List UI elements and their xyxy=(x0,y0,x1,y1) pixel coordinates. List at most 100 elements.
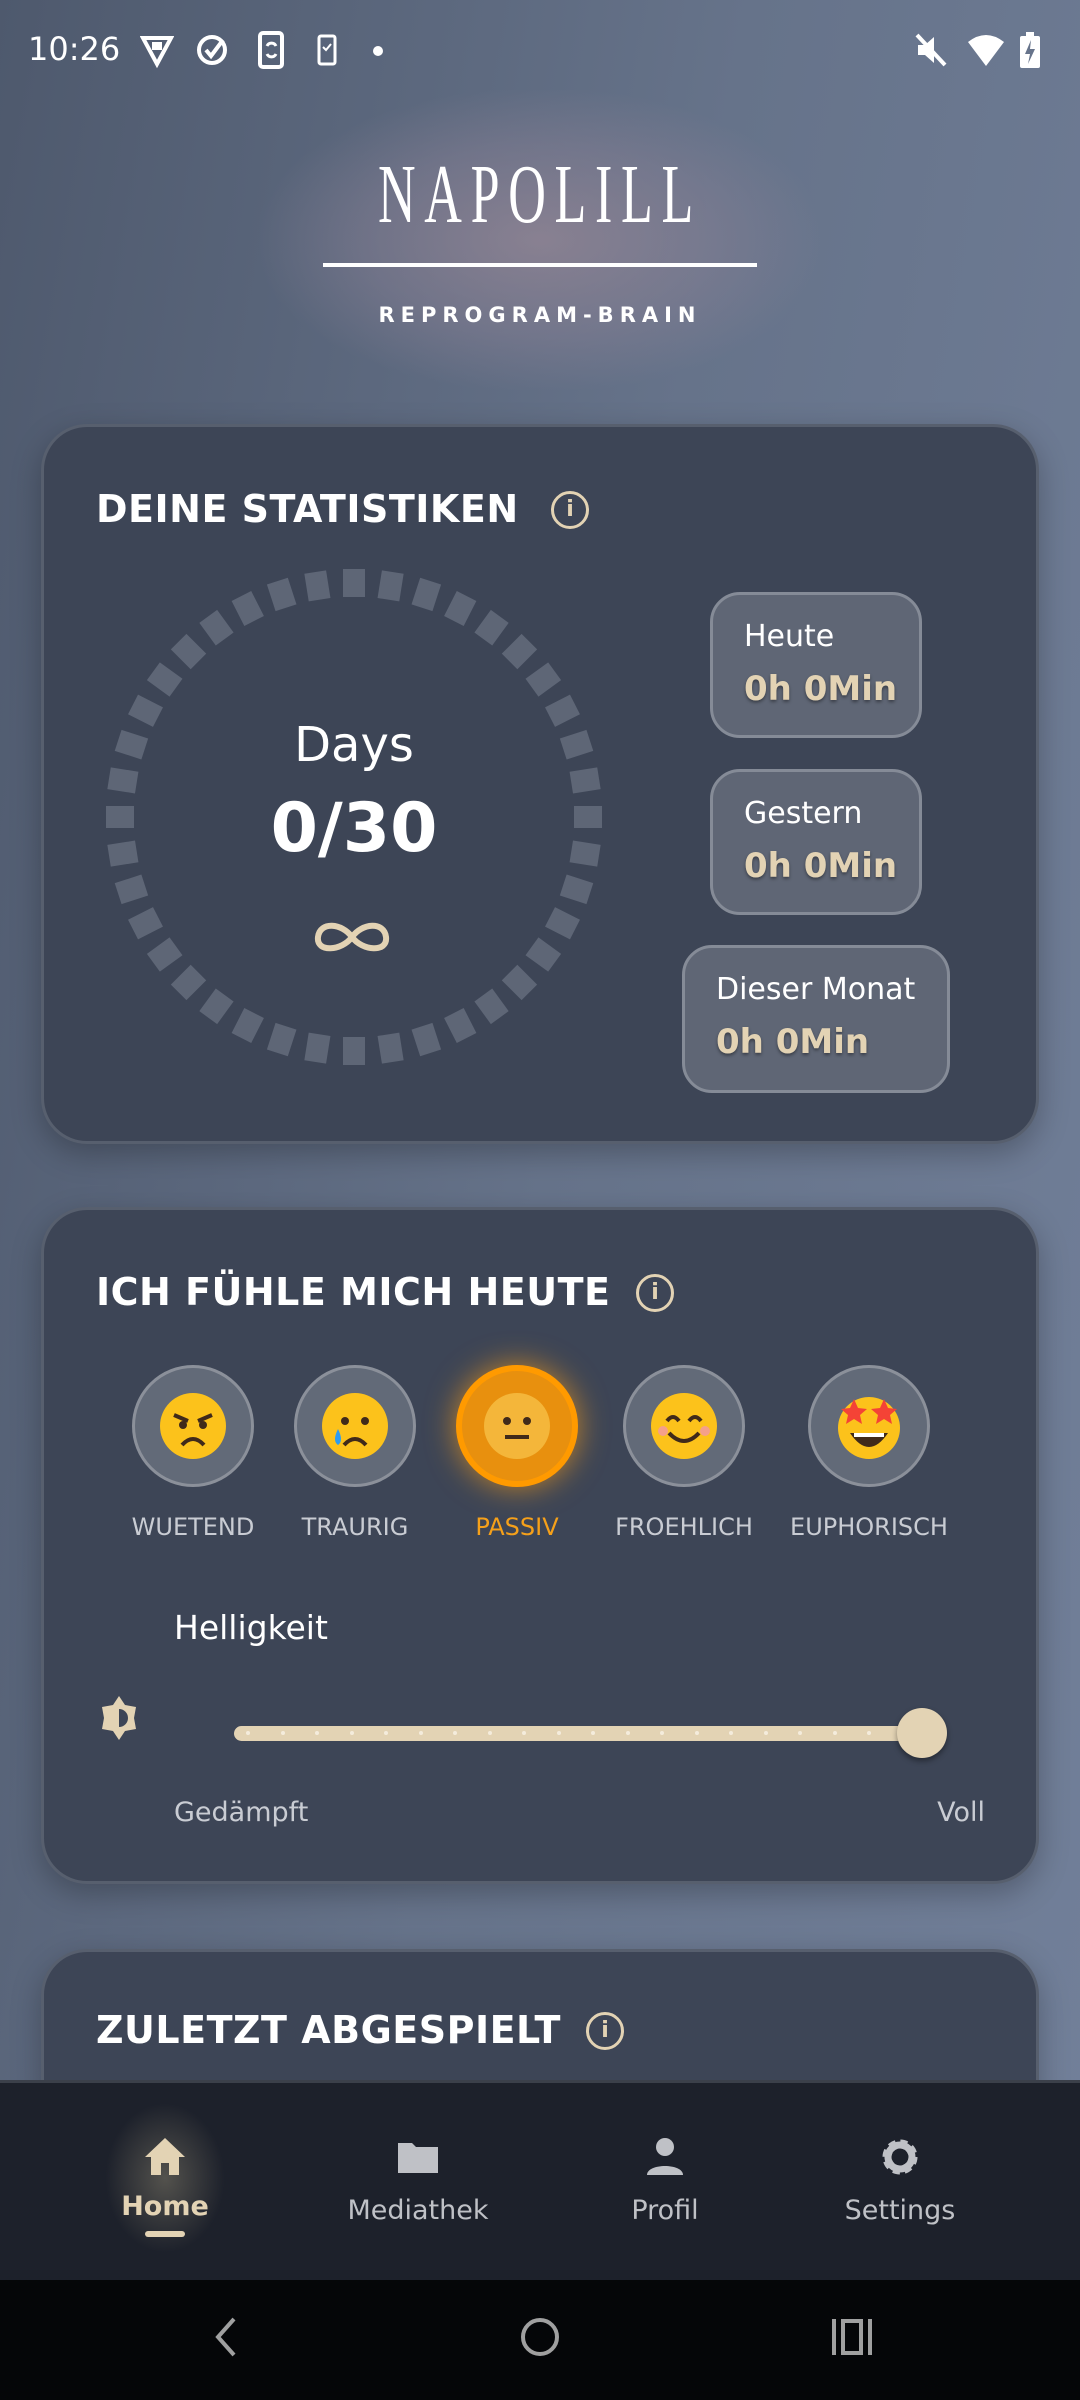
days-progress-ring xyxy=(106,569,602,1065)
ring-segment xyxy=(343,1037,365,1065)
ring-segment xyxy=(545,694,580,727)
ring-segment xyxy=(474,609,509,646)
slider-tick xyxy=(694,1731,699,1735)
slider-tick xyxy=(556,1731,561,1735)
recent-title: ZULETZT ABGESPIELT xyxy=(96,2008,561,2052)
mood-label: FROEHLICH xyxy=(615,1513,753,1541)
mood-card: ICH FÜHLE MICH HEUTE i xyxy=(41,1207,1039,1884)
folder-icon xyxy=(398,2143,438,2173)
infinity-icon xyxy=(315,922,389,952)
phone-sync-icon xyxy=(258,31,284,69)
nav-label: Settings xyxy=(844,2195,956,2226)
slider-tick xyxy=(763,1731,768,1735)
ring-segment xyxy=(559,874,594,905)
ring-segment xyxy=(146,937,183,972)
mood-froehlich-button[interactable] xyxy=(623,1365,745,1487)
stat-label: Heute xyxy=(744,619,835,654)
brightness-max-label: Voll xyxy=(937,1797,985,1828)
nav-settings[interactable]: Settings xyxy=(800,2083,1000,2283)
ring-segment xyxy=(128,694,163,727)
logo-glow xyxy=(260,90,820,390)
home-circle-icon[interactable] xyxy=(518,2315,562,2359)
slider-tick xyxy=(315,1731,319,1735)
mood-label: TRAURIG xyxy=(301,1513,409,1541)
nav-label: Home xyxy=(121,2191,209,2222)
back-icon[interactable] xyxy=(208,2315,244,2359)
active-glow xyxy=(105,2103,225,2253)
mood-label: WUETEND xyxy=(131,1513,255,1541)
ring-segment xyxy=(199,988,234,1025)
stats-card: DEINE STATISTIKEN i Days 0/30 Heute 0h 0… xyxy=(41,424,1039,1144)
mood-traurig-button[interactable] xyxy=(294,1365,416,1487)
slider-tick xyxy=(453,1731,457,1735)
slider-tick xyxy=(280,1731,285,1735)
ring-segment xyxy=(411,577,442,612)
bottom-nav: Home Mediathek Profil Settings xyxy=(0,2080,1080,2280)
mood-euphorisch-button[interactable] xyxy=(808,1365,930,1487)
brightness-label: Helligkeit xyxy=(174,1608,328,1647)
nav-label: Mediathek xyxy=(347,2195,489,2226)
ring-segment xyxy=(107,767,139,794)
home-icon xyxy=(145,2138,185,2175)
ring-segment xyxy=(559,729,594,760)
recent-info-icon[interactable]: i xyxy=(586,2012,624,2050)
active-indicator xyxy=(145,2231,185,2237)
ring-segment xyxy=(199,609,234,646)
brightness-icon xyxy=(102,1696,136,1740)
stat-label: Gestern xyxy=(744,796,863,831)
ring-segment xyxy=(170,964,207,1001)
status-bar: 10:26 xyxy=(0,0,1080,100)
check-circle-icon xyxy=(197,35,227,65)
ring-label: Days xyxy=(294,717,414,773)
wifi-icon xyxy=(968,35,1004,66)
nav-home[interactable]: Home xyxy=(65,2083,265,2283)
slider-tick xyxy=(246,1731,250,1735)
ring-segment xyxy=(444,591,477,626)
slider-tick xyxy=(349,1731,354,1735)
stat-value: 0h 0Min xyxy=(744,669,898,709)
slider-tick xyxy=(625,1731,630,1735)
ring-segment xyxy=(574,806,602,828)
ring-segment xyxy=(501,633,538,670)
stats-title: DEINE STATISTIKEN xyxy=(96,487,519,531)
vpn-icon xyxy=(140,36,174,69)
ring-segment xyxy=(128,907,163,940)
slider-tick xyxy=(418,1731,423,1735)
stats-info-icon[interactable]: i xyxy=(551,491,589,529)
mood-passiv-button[interactable] xyxy=(456,1365,578,1487)
ring-segment xyxy=(377,570,404,602)
ring-segment xyxy=(304,1032,331,1064)
neutral-face-icon xyxy=(484,1393,550,1459)
slider-tick xyxy=(660,1731,664,1735)
dot-icon xyxy=(373,46,383,56)
nav-mediathek[interactable]: Mediathek xyxy=(318,2083,518,2283)
gear-icon xyxy=(882,2139,918,2175)
slider-tick xyxy=(867,1731,871,1735)
brightness-slider-thumb[interactable] xyxy=(897,1708,947,1758)
stat-today: Heute 0h 0Min xyxy=(710,592,922,738)
status-time: 10:26 xyxy=(28,30,121,68)
ring-segment xyxy=(231,591,264,626)
ring-segment xyxy=(266,1022,297,1057)
ring-segment xyxy=(501,964,538,1001)
recents-icon[interactable] xyxy=(830,2315,874,2359)
ring-segment xyxy=(107,840,139,867)
ring-segment xyxy=(411,1022,442,1057)
ring-segment xyxy=(114,874,149,905)
star-struck-face-icon xyxy=(838,1397,900,1459)
system-nav-bar xyxy=(0,2280,1080,2400)
stat-label: Dieser Monat xyxy=(716,972,916,1007)
nav-profil[interactable]: Profil xyxy=(565,2083,765,2283)
crying-face-icon xyxy=(322,1393,388,1459)
ring-segment xyxy=(343,569,365,597)
ring-segment xyxy=(525,662,562,697)
mood-wuetend-button[interactable] xyxy=(132,1365,254,1487)
ring-segment xyxy=(304,570,331,602)
app-logo: NAPOLILL xyxy=(377,148,703,241)
slider-tick xyxy=(832,1731,837,1735)
slider-tick xyxy=(384,1731,388,1735)
brightness-min-label: Gedämpft xyxy=(174,1797,309,1828)
mood-info-icon[interactable]: i xyxy=(636,1274,674,1312)
brightness-slider[interactable] xyxy=(234,1726,922,1741)
ring-segment xyxy=(146,662,183,697)
